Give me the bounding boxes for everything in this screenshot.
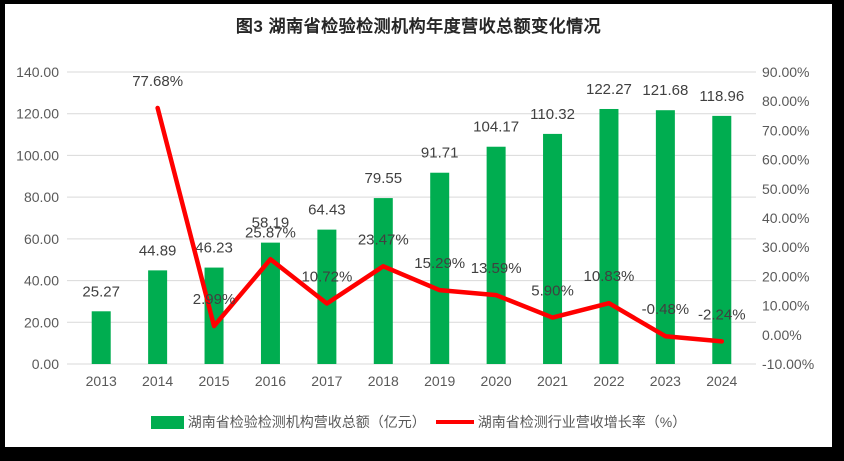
legend-label: 湖南省检测行业营收增长率（%） bbox=[477, 414, 687, 430]
right-axis-tick-label: 80.00% bbox=[762, 93, 809, 109]
right-axis-tick-label: 60.00% bbox=[762, 152, 809, 168]
right-axis-tick-label: -10.00% bbox=[762, 356, 814, 372]
left-axis-tick-label: 80.00 bbox=[24, 189, 59, 205]
line-data-label: 77.68% bbox=[132, 73, 183, 90]
bar-data-label: 91.71 bbox=[421, 145, 459, 162]
line-data-label: 10.83% bbox=[584, 268, 635, 285]
x-axis-category-label: 2019 bbox=[424, 373, 455, 389]
left-axis-tick-label: 140.00 bbox=[16, 64, 59, 80]
x-axis-category-label: 2020 bbox=[481, 373, 512, 389]
bar-2015 bbox=[204, 267, 224, 364]
right-axis-tick-label: 90.00% bbox=[762, 64, 809, 80]
bar-data-label: 122.27 bbox=[586, 81, 632, 98]
line-data-label: 25.87% bbox=[245, 224, 296, 241]
line-data-label: 2.99% bbox=[193, 291, 236, 308]
left-axis-tick-label: 40.00 bbox=[24, 273, 59, 289]
bar-data-label: 118.96 bbox=[699, 88, 744, 105]
bar-2018 bbox=[373, 198, 393, 364]
bar-data-label: 44.89 bbox=[139, 242, 177, 259]
right-axis-tick-label: 0.00% bbox=[762, 327, 802, 343]
chart-title: 图3 湖南省检验检测机构年度营收总额变化情况 bbox=[235, 17, 602, 36]
right-axis-tick-label: 40.00% bbox=[762, 210, 809, 226]
bar-2022 bbox=[599, 108, 619, 365]
right-axis-tick-label: 70.00% bbox=[762, 122, 809, 138]
bar-2024 bbox=[712, 115, 732, 365]
line-data-label: -2.24% bbox=[698, 306, 746, 323]
bar-2017 bbox=[317, 229, 337, 364]
legend-label: 湖南省检验检测机构营收总额（亿元） bbox=[187, 414, 426, 430]
x-axis-category-label: 2014 bbox=[142, 373, 173, 389]
bar-2014 bbox=[148, 270, 168, 364]
right-axis-tick-label: 50.00% bbox=[762, 181, 809, 197]
x-axis-category-label: 2015 bbox=[198, 373, 229, 389]
left-axis-tick-label: 100.00 bbox=[16, 147, 59, 163]
bar-2019 bbox=[430, 172, 450, 364]
x-axis-category-label: 2018 bbox=[368, 373, 399, 389]
bar-data-label: 58.19 bbox=[252, 215, 290, 232]
bar-data-label: 121.68 bbox=[642, 82, 688, 99]
left-axis-tick-label: 120.00 bbox=[16, 106, 59, 122]
bar-2013 bbox=[91, 311, 111, 364]
x-axis-category-label: 2024 bbox=[706, 373, 737, 389]
bar-data-label: 79.55 bbox=[365, 170, 403, 187]
right-axis-tick-label: 20.00% bbox=[762, 268, 809, 284]
right-axis-tick-label: 10.00% bbox=[762, 298, 809, 314]
line-data-label: 15.29% bbox=[414, 255, 465, 272]
line-data-label: 13.59% bbox=[471, 260, 522, 277]
left-axis-tick-label: 0.00 bbox=[32, 356, 59, 372]
bar-2021 bbox=[543, 133, 563, 364]
legend-swatch-bar bbox=[150, 415, 184, 429]
growth-rate-line bbox=[155, 105, 725, 344]
line-data-label: 10.72% bbox=[301, 268, 352, 285]
legend-item-line: 湖南省检测行业营收增长率（%） bbox=[435, 412, 687, 432]
chart-legend: 湖南省检验检测机构营收总额（亿元） 湖南省检测行业营收增长率（%） bbox=[5, 412, 832, 432]
line-data-label: -0.48% bbox=[642, 301, 690, 318]
x-axis-category-label: 2013 bbox=[86, 373, 117, 389]
bar-data-label: 110.32 bbox=[530, 106, 575, 123]
line-data-label: 23.47% bbox=[358, 231, 409, 248]
x-axis-category-label: 2017 bbox=[311, 373, 342, 389]
bar-2016 bbox=[260, 242, 280, 364]
x-axis-category-label: 2023 bbox=[650, 373, 681, 389]
bar-data-label: 25.27 bbox=[82, 283, 120, 300]
bar-2023 bbox=[655, 110, 675, 364]
legend-item-bar: 湖南省检验检测机构营收总额（亿元） bbox=[150, 412, 426, 432]
chart-plot-area: 0.00 20.00 40.00 60.00 80.00 100.00 120.00 140.… bbox=[16, 64, 814, 389]
left-axis-tick-label: 20.00 bbox=[24, 314, 59, 330]
line-data-label: 5.90% bbox=[531, 283, 574, 300]
bar-2020 bbox=[486, 146, 506, 364]
legend-swatch-line bbox=[435, 420, 474, 424]
x-axis-category-label: 2016 bbox=[255, 373, 286, 389]
bar-data-label: 104.17 bbox=[473, 119, 519, 136]
x-axis-category-label: 2022 bbox=[593, 373, 624, 389]
left-axis-tick-label: 60.00 bbox=[24, 231, 59, 247]
bar-data-label: 46.23 bbox=[195, 240, 233, 257]
bar-data-label: 64.43 bbox=[308, 202, 346, 219]
right-axis-tick-label: 30.00% bbox=[762, 239, 809, 255]
x-axis-category-label: 2021 bbox=[537, 373, 568, 389]
